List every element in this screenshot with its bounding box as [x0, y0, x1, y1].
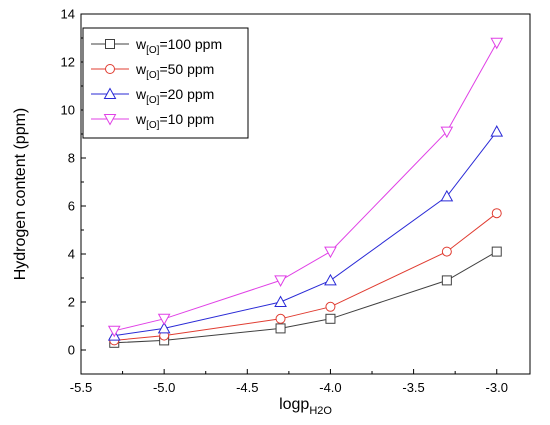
legend-label-post: =50 ppm: [159, 61, 214, 77]
data-point: [107, 325, 121, 338]
data-point: [324, 246, 337, 259]
legend-label-pre: w: [135, 36, 147, 52]
series-line: [114, 212, 498, 341]
legend-entry: w[O]=20 ppm: [91, 86, 214, 106]
data-point: [157, 313, 171, 326]
data-point: [440, 126, 454, 139]
data-point: [440, 189, 454, 202]
legend-swatch-marker: [103, 114, 117, 126]
legend-label-post: =20 ppm: [159, 86, 214, 102]
x-tick-label: -4.0: [319, 380, 341, 395]
legend-label-sub: [O]: [146, 120, 160, 131]
y-tick-label: 2: [68, 295, 75, 310]
x-tick-label: -5.0: [153, 380, 175, 395]
data-point: [275, 323, 286, 334]
data-point: [491, 246, 502, 257]
y-tick-label: 6: [68, 199, 75, 214]
legend-label: w[O]=10 ppm: [135, 111, 214, 131]
x-axis-title-main: logp: [279, 396, 309, 413]
legend-entry: w[O]=50 ppm: [91, 61, 214, 81]
x-axis-title: logpH2O: [279, 396, 332, 417]
x-tick-label: -3.5: [402, 380, 424, 395]
y-tick-label: 14: [61, 7, 75, 22]
legend-entry: w[O]=100 ppm: [91, 36, 222, 56]
y-tick-label: 12: [61, 55, 75, 70]
series-layer: [107, 37, 504, 348]
x-tick-label: -3.0: [486, 380, 508, 395]
data-point: [274, 295, 287, 307]
legend-label-sub: [O]: [146, 95, 160, 106]
data-point: [325, 301, 336, 312]
y-tick-label: 4: [68, 247, 75, 262]
series-line: [114, 251, 497, 344]
series-4: [107, 37, 504, 338]
x-tick-label: -5.5: [70, 380, 92, 395]
legend-swatch-marker: [105, 39, 115, 49]
x-axis-title-sub: H2O: [309, 405, 332, 417]
legend-label-pre: w: [135, 86, 147, 102]
data-point: [491, 208, 502, 219]
legend-label-pre: w: [135, 111, 147, 127]
legend-label-sub: [O]: [146, 45, 160, 56]
y-tick-label: 8: [68, 151, 75, 166]
y-tick-label: 10: [61, 103, 75, 118]
legend-label-post: =100 ppm: [159, 36, 222, 52]
axis-ticks: -5.5 -5.0 -4.5 -4.0 -3.5 -3.0 0 2 4 6 8 10 12 14: [61, 7, 508, 396]
data-point: [490, 37, 504, 50]
legend-label-sub: [O]: [146, 70, 160, 81]
legend-label-post: =10 ppm: [159, 111, 214, 127]
series-line: [114, 42, 498, 332]
data-point: [157, 321, 171, 334]
legend-label: w[O]=20 ppm: [135, 86, 214, 106]
data-point: [325, 313, 336, 324]
data-point: [441, 275, 452, 286]
legend-swatch-marker: [105, 64, 115, 74]
series-3: [107, 125, 504, 341]
legend-swatch-marker: [103, 87, 117, 99]
legend-entry: w[O]=10 ppm: [91, 111, 214, 131]
data-point: [274, 275, 287, 287]
legend-label: w[O]=100 ppm: [135, 36, 222, 56]
series-line: [114, 131, 498, 337]
legend-label-pre: w: [135, 61, 147, 77]
x-tick-label: -4.5: [236, 380, 258, 395]
data-point: [324, 273, 337, 286]
y-tick-label: 0: [68, 343, 75, 358]
plot-frame: [80, 13, 531, 375]
data-point: [490, 125, 504, 137]
data-point: [441, 246, 452, 257]
legend-label: w[O]=50 ppm: [135, 61, 214, 81]
data-point: [275, 313, 286, 324]
y-axis-title: Hydrogen content (ppm): [12, 108, 29, 281]
